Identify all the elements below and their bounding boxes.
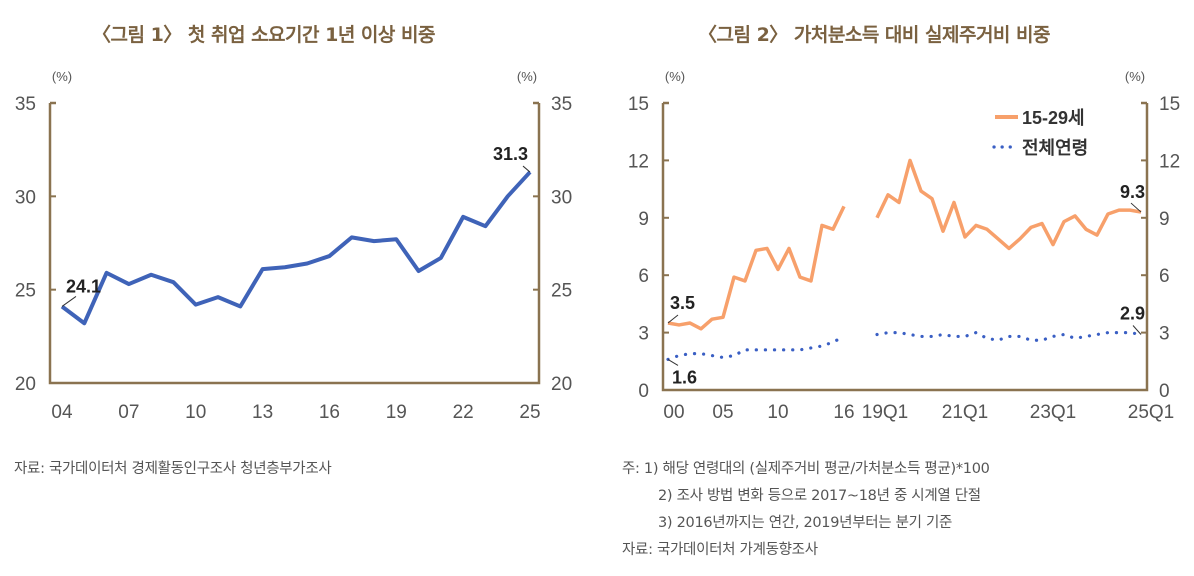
chart2-ytick-right: 15: [1159, 94, 1180, 115]
chart1-ytick-left: 20: [15, 374, 36, 395]
chart2-annotation-youth-end: 9.3: [1120, 182, 1145, 202]
chart1-ytick-right: 25: [551, 281, 572, 302]
chart1-unit-right: (%): [517, 69, 537, 84]
chart2-unit-left: (%): [665, 69, 685, 84]
chart2-annotation-all-start: 1.6: [672, 367, 697, 387]
chart1-xtick-label: 25: [519, 402, 540, 423]
chart2-ytick-left: 6: [638, 266, 649, 287]
legend-all-label: 전체연령: [1022, 138, 1088, 158]
chart2-xtick-label: 00: [663, 402, 684, 423]
chart2-ytick-right: 12: [1159, 151, 1180, 172]
chart2-xtick-label: 19Q1: [862, 402, 908, 423]
chart2-xtick-label: 21Q1: [942, 402, 988, 423]
figure2-note-2: 2) 조사 방법 변화 등으로 2017~18년 중 시계열 단절: [658, 488, 981, 504]
figure2-note-3: 3) 2016년까지는 연간, 2019년부터는 분기 기준: [658, 515, 953, 531]
chart2-ytick-right: 0: [1159, 381, 1170, 402]
chart2-series-youth-quarterly: [875, 158, 1142, 251]
figure2-source: 자료: 국가데이터처 가계동향조사: [622, 542, 818, 558]
chart2-xtick-label: 16: [833, 402, 854, 423]
chart2-ytick-right: 6: [1159, 266, 1170, 287]
chart1-ytick-right: 30: [551, 187, 572, 208]
chart2-series-youth-annual: [667, 205, 846, 331]
chart1-ytick-left: 25: [15, 281, 36, 302]
chart2-series-all-quarterly: [875, 330, 1143, 342]
chart2-xtick-label: 05: [712, 402, 733, 423]
chart2-annotation-youth-start: 3.5: [670, 293, 695, 313]
figure2-note-1: 주: 1) 해당 연령대의 (실제주거비 평균/가처분소득 평균)*100: [622, 461, 990, 477]
figure2-title: 〈그림 2〉 가처분소득 대비 실제주거비 비중: [698, 24, 1050, 46]
chart2-ytick-right: 9: [1159, 209, 1170, 230]
chart1-xtick-label: 04: [51, 402, 73, 423]
chart1-annotation-leader: [61, 296, 77, 307]
chart1-xtick-label: 10: [185, 402, 206, 423]
chart1-xtick-label: 22: [453, 402, 474, 423]
chart2-annotation-all-end-leader: [1132, 325, 1142, 335]
chart1-xtick-label: 16: [319, 402, 340, 423]
chart1-axes: [48, 103, 541, 385]
chart1-xtick-label: 13: [252, 402, 273, 423]
chart2-annotation-all-start-leader: [667, 358, 679, 366]
legend-youth-label: 15-29세: [1022, 108, 1085, 128]
chart1-unit-left: (%): [52, 69, 72, 84]
chart2-ytick-right: 3: [1159, 324, 1170, 345]
chart2-xtick-label: 23Q1: [1030, 402, 1076, 423]
chart1-annotation-end: 31.3: [493, 144, 528, 164]
chart1-ytick-right: 35: [551, 94, 572, 115]
chart2-annotation-youth-end-leader: [1130, 202, 1142, 213]
chart2-annotation-youth-start-leader: [667, 314, 679, 324]
chart1-annotation-start: 24.1: [66, 276, 101, 296]
chart2-axes: [661, 103, 1149, 392]
chart1-ytick-right: 20: [551, 374, 572, 395]
chart1-series-line: [60, 170, 532, 326]
chart2-ytick-left: 0: [638, 381, 649, 402]
chart2-ytick-left: 12: [628, 151, 649, 172]
chart2-annotation-all-end: 2.9: [1120, 304, 1145, 324]
chart2-xtick-label: 25Q1: [1128, 402, 1174, 423]
chart1-annotation-leader: [522, 165, 531, 173]
chart2-xtick-label: 10: [767, 402, 788, 423]
chart1-ytick-left: 35: [15, 94, 36, 115]
chart2-ytick-left: 9: [638, 209, 649, 230]
chart2-ytick-left: 3: [638, 324, 649, 345]
figure1-title: 〈그림 1〉 첫 취업 소요기간 1년 이상 비중: [92, 24, 435, 46]
chart2-unit-right: (%): [1125, 69, 1145, 84]
figure1-source: 자료: 국가데이터처 경제활동인구조사 청년층부가조사: [14, 461, 332, 477]
chart1-xtick-label: 07: [118, 402, 139, 423]
chart1-xtick-label: 19: [386, 402, 407, 423]
chart1-ytick-left: 30: [15, 187, 36, 208]
chart2-ytick-left: 15: [628, 94, 649, 115]
chart2-series-all-annual: [666, 334, 846, 361]
